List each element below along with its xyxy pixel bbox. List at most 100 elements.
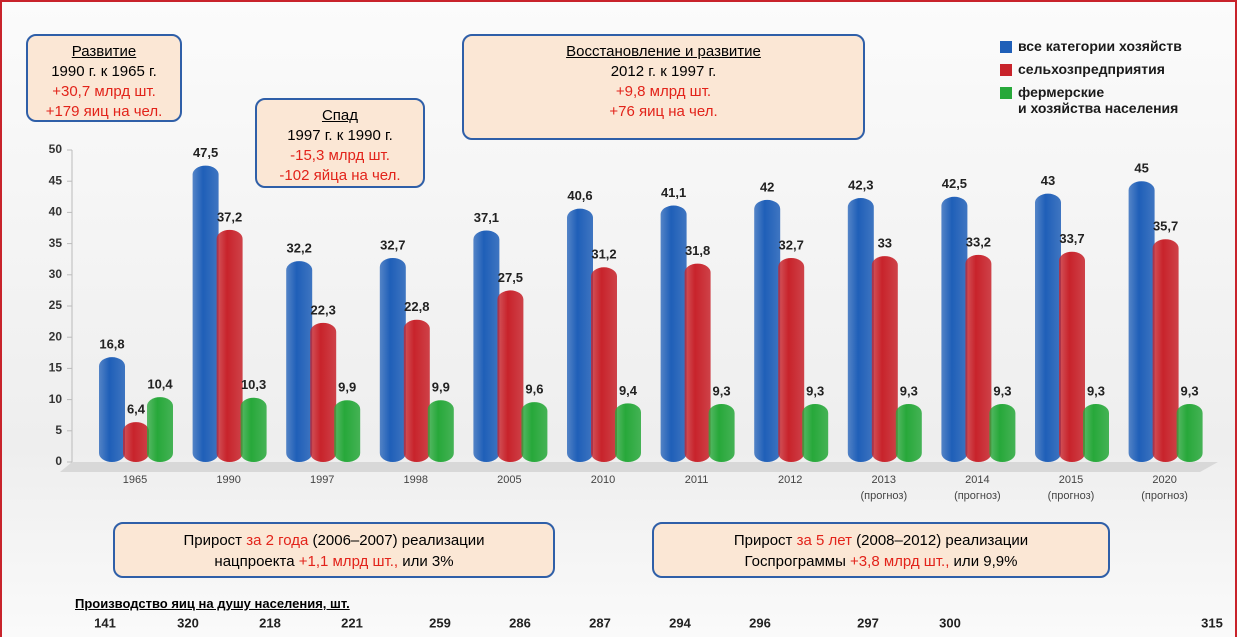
- value-label: 6,4: [127, 402, 146, 417]
- bar: [1152, 239, 1179, 462]
- per-capita-value: 141: [94, 615, 116, 630]
- bar: [286, 261, 313, 462]
- value-label: 31,8: [685, 243, 710, 258]
- bar: [334, 400, 361, 462]
- value-label: 22,8: [404, 299, 429, 314]
- note-text: Госпрограммы: [744, 553, 851, 570]
- y-tick-label: 30: [49, 267, 63, 281]
- value-label: 31,2: [591, 247, 616, 262]
- annotation-line: +179 яиц на чел.: [45, 103, 163, 120]
- note-text: или 3%: [398, 553, 454, 570]
- bar: [591, 267, 617, 462]
- annotation-title: Развитие: [71, 43, 137, 60]
- bar: [871, 256, 898, 462]
- bar: [802, 403, 829, 462]
- bar: [240, 397, 267, 462]
- y-tick-label: 45: [49, 173, 63, 187]
- note-text: Прирост: [183, 532, 247, 549]
- per-capita-value: 286: [509, 615, 531, 630]
- annotation-title: Восстановление и развитие: [566, 43, 761, 60]
- x-tick-label: 2014: [965, 474, 989, 486]
- value-label: 9,3: [713, 383, 731, 398]
- x-tick-label: 1998: [404, 474, 428, 486]
- annotation-line: -102 яйца на чел.: [279, 167, 401, 184]
- value-label: 42: [760, 179, 774, 194]
- note-line: Госпрограммы +3,8 млрд шт., или 9,9%: [654, 551, 1108, 572]
- legend: все категории хозяйств сельхозпредприятия…: [1000, 38, 1182, 123]
- bar: [1059, 251, 1085, 462]
- per-capita-label: Производство яиц на душу населения, шт.: [75, 596, 350, 611]
- value-label: 42,3: [848, 177, 873, 192]
- annotation: Спад 1997 г. к 1990 г. -15,3 млрд шт. -102 …: [255, 98, 425, 188]
- y-tick-label: 15: [49, 361, 63, 375]
- value-label: 10,3: [241, 377, 266, 392]
- annotation-line: +30,7 млрд шт.: [52, 83, 156, 100]
- annotation: Развитие 1990 г. к 1965 г. +30,7 млрд шт. +…: [26, 34, 182, 122]
- x-tick-label: 1965: [123, 474, 147, 486]
- bar: [684, 263, 711, 462]
- per-capita-value: 315: [1201, 615, 1223, 630]
- bar: [965, 254, 992, 462]
- bar: [403, 319, 430, 462]
- annotation-line: 1990 г. к 1965 г.: [51, 63, 157, 80]
- y-tick-label: 40: [49, 205, 63, 219]
- annotation-line: 1997 г. к 1990 г.: [287, 127, 393, 144]
- per-capita-value: 218: [259, 615, 281, 630]
- note-text: (2008–2012) реализации: [851, 532, 1029, 549]
- x-tick-label: 2005: [497, 474, 521, 486]
- x-tick-sublabel: (прогноз): [1141, 490, 1188, 502]
- bar: [615, 403, 641, 462]
- bar: [427, 400, 454, 462]
- bar: [778, 257, 805, 462]
- value-label: 47,5: [193, 145, 218, 160]
- y-tick-label: 10: [49, 392, 63, 406]
- note-line: Прирост за 2 года (2006–2007) реализации: [115, 530, 553, 551]
- legend-swatch: [1000, 41, 1012, 53]
- value-label: 32,2: [287, 241, 312, 256]
- x-tick-label: 1997: [310, 474, 334, 486]
- legend-swatch: [1000, 87, 1012, 99]
- legend-item: сельхозпредприятия: [1000, 61, 1182, 77]
- per-capita-value: 294: [669, 615, 691, 630]
- value-label: 9,3: [806, 383, 824, 398]
- bar: [895, 403, 922, 462]
- note-text: нацпроекта: [214, 553, 299, 570]
- value-label: 10,4: [147, 377, 173, 392]
- x-tick-label: 2015: [1059, 474, 1083, 486]
- per-capita-value: 259: [429, 615, 451, 630]
- bar: [123, 422, 149, 462]
- per-capita-value: 221: [341, 615, 363, 630]
- annotation-line: +9,8 млрд шт.: [615, 83, 712, 100]
- note-text: или 9,9%: [949, 553, 1018, 570]
- per-capita-value: 300: [939, 615, 961, 630]
- value-label: 43: [1041, 173, 1055, 188]
- value-label: 9,6: [525, 382, 543, 397]
- bar: [473, 230, 500, 462]
- legend-label: все категории хозяйств: [1018, 38, 1182, 54]
- note: Прирост за 2 года (2006–2007) реализации…: [113, 522, 555, 578]
- per-capita-value: 320: [177, 615, 199, 630]
- x-tick-label: 2011: [685, 474, 709, 486]
- bar: [1176, 403, 1203, 462]
- floor: [60, 462, 1218, 472]
- bar: [847, 198, 874, 462]
- value-label: 45: [1134, 161, 1148, 176]
- note-line: Прирост за 5 лет (2008–2012) реализации: [654, 530, 1108, 551]
- y-tick-label: 20: [49, 329, 63, 343]
- x-tick-label: 2013: [872, 474, 896, 486]
- bar: [147, 397, 173, 462]
- value-label: 9,3: [1087, 383, 1105, 398]
- value-label: 9,4: [619, 383, 638, 398]
- note-text: +1,1 млрд шт.,: [298, 553, 399, 570]
- y-tick-label: 0: [55, 454, 62, 468]
- per-capita-value: 297: [857, 615, 879, 630]
- annotation-title: Спад: [321, 107, 359, 124]
- note: Прирост за 5 лет (2008–2012) реализации Г…: [652, 522, 1110, 578]
- per-capita-value: 296: [749, 615, 771, 630]
- bar: [310, 322, 337, 462]
- per-capita-value: 287: [589, 615, 611, 630]
- value-label: 42,5: [942, 176, 967, 191]
- value-label: 9,9: [432, 380, 450, 395]
